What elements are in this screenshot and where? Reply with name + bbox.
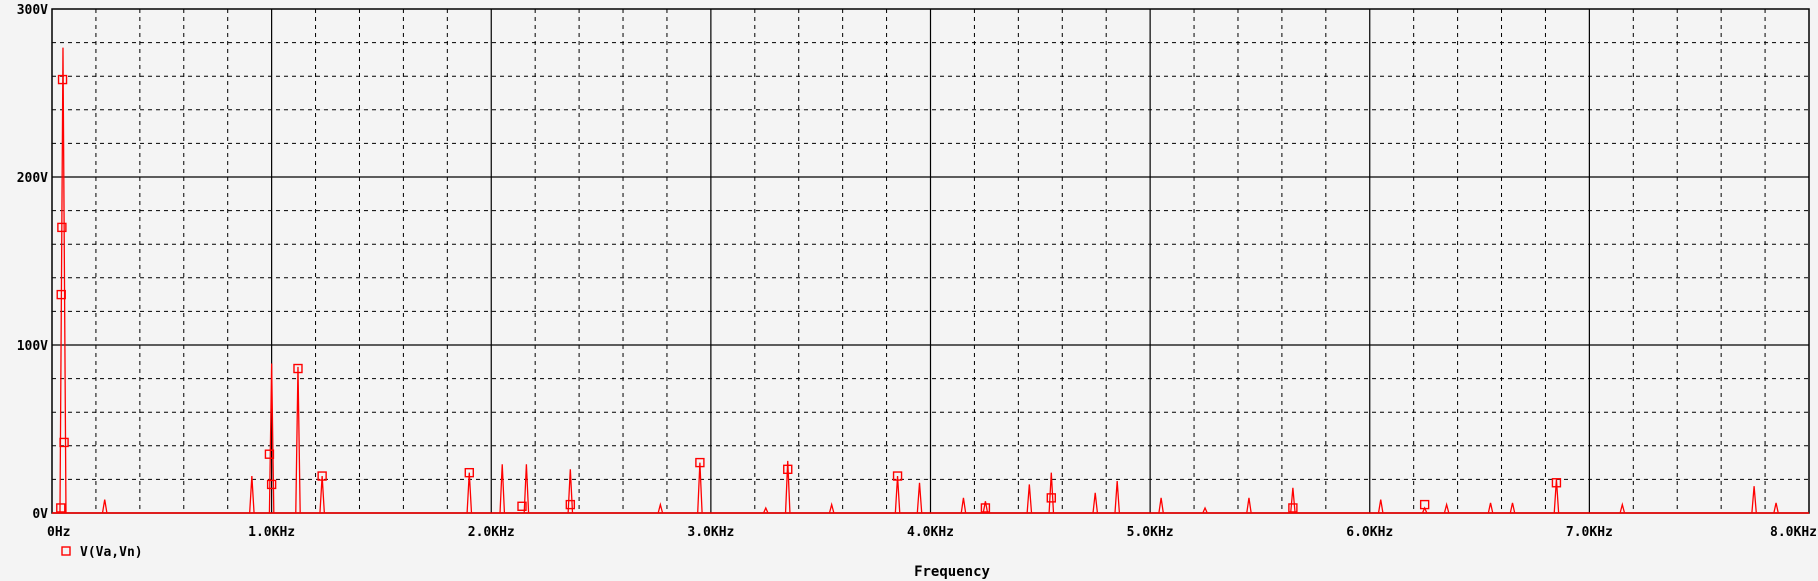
- series-peak: [894, 476, 901, 514]
- x-tick-label: 3.0KHz: [687, 525, 734, 540]
- series-marker: [266, 479, 277, 490]
- y-tick-label: 100V: [17, 339, 48, 354]
- x-tick-label: 6.0KHz: [1346, 525, 1393, 540]
- x-tick-label: 1.0KHz: [248, 525, 295, 540]
- series-marker: [56, 289, 66, 300]
- series-marker: [1288, 503, 1298, 513]
- legend: V(Va,Vn): [61, 545, 143, 560]
- series-marker: [317, 471, 327, 481]
- series-peak: [960, 497, 967, 514]
- x-tick-label: 0Hz: [47, 525, 70, 540]
- series-peak: [523, 464, 530, 514]
- y-tick-label: 300V: [17, 3, 48, 18]
- series-peak: [1377, 499, 1384, 514]
- series-marker: [1419, 499, 1430, 510]
- series-marker: [56, 503, 66, 513]
- series-peak: [567, 469, 574, 514]
- series-peak: [1773, 502, 1779, 514]
- series-marker: [565, 499, 576, 510]
- x-tick-label: 2.0KHz: [468, 525, 515, 540]
- y-tick-label: 0V: [32, 507, 48, 522]
- grid-major: [52, 9, 1809, 513]
- series-peak: [1048, 472, 1055, 514]
- series-peak: [1509, 502, 1516, 514]
- x-tick-label: 4.0KHz: [907, 525, 954, 540]
- x-tick-label: 8.0KHz: [1770, 525, 1817, 540]
- x-tick-labels: 0Hz 1.0KHz 2.0KHz 3.0KHz 4.0KHz 5.0KHz 6.0KHz 7…: [47, 525, 1817, 540]
- series-peak: [1092, 492, 1099, 514]
- series-peak: [1751, 486, 1757, 514]
- series-peak: [1246, 497, 1252, 514]
- x-axis-label: Frequency: [914, 564, 990, 580]
- series-marker: [293, 363, 303, 374]
- series-peak: [1158, 497, 1164, 514]
- series-peak: [1487, 502, 1494, 514]
- series-peak: [249, 476, 255, 514]
- series-markers: [56, 74, 1562, 513]
- y-tick-labels: 0V 100V 200V 300V: [17, 3, 48, 522]
- series-peak: [268, 363, 275, 514]
- series-peak: [828, 502, 835, 514]
- series-peak: [101, 499, 108, 514]
- series-marker: [59, 437, 69, 448]
- series-peak: [657, 502, 664, 514]
- legend-marker-icon: [61, 546, 71, 556]
- series-peak: [697, 462, 703, 514]
- series-marker: [695, 457, 705, 468]
- series-v-va-vn: [52, 47, 1809, 514]
- x-tick-label: 5.0KHz: [1127, 525, 1174, 540]
- series-marker: [57, 74, 68, 85]
- series-peak: [59, 47, 67, 514]
- series-marker: [464, 467, 474, 478]
- series-marker: [264, 449, 275, 459]
- grid-minor: [52, 9, 1809, 513]
- series-peak: [319, 476, 325, 514]
- series-peak: [499, 464, 506, 514]
- series-peak: [1114, 481, 1121, 514]
- series-marker: [783, 464, 793, 475]
- series-peak: [916, 482, 923, 514]
- y-tick-label: 200V: [17, 171, 48, 186]
- series-marker: [517, 501, 527, 511]
- series-marker: [57, 222, 67, 233]
- series-peak: [1619, 502, 1626, 514]
- series-marker: [980, 503, 991, 513]
- series-peak: [982, 501, 989, 514]
- series-marker: [1046, 493, 1056, 503]
- legend-label: V(Va,Vn): [80, 545, 143, 560]
- series-peak: [295, 366, 301, 514]
- series-marker: [892, 471, 903, 481]
- series-peak: [762, 506, 769, 514]
- x-tick-label: 7.0KHz: [1566, 525, 1613, 540]
- series-marker: [1551, 478, 1562, 488]
- series-peak: [466, 472, 473, 514]
- series-peak: [1026, 484, 1033, 514]
- series-peak: [1202, 506, 1208, 514]
- series-peak: [1443, 502, 1450, 514]
- series-peak: [784, 460, 791, 514]
